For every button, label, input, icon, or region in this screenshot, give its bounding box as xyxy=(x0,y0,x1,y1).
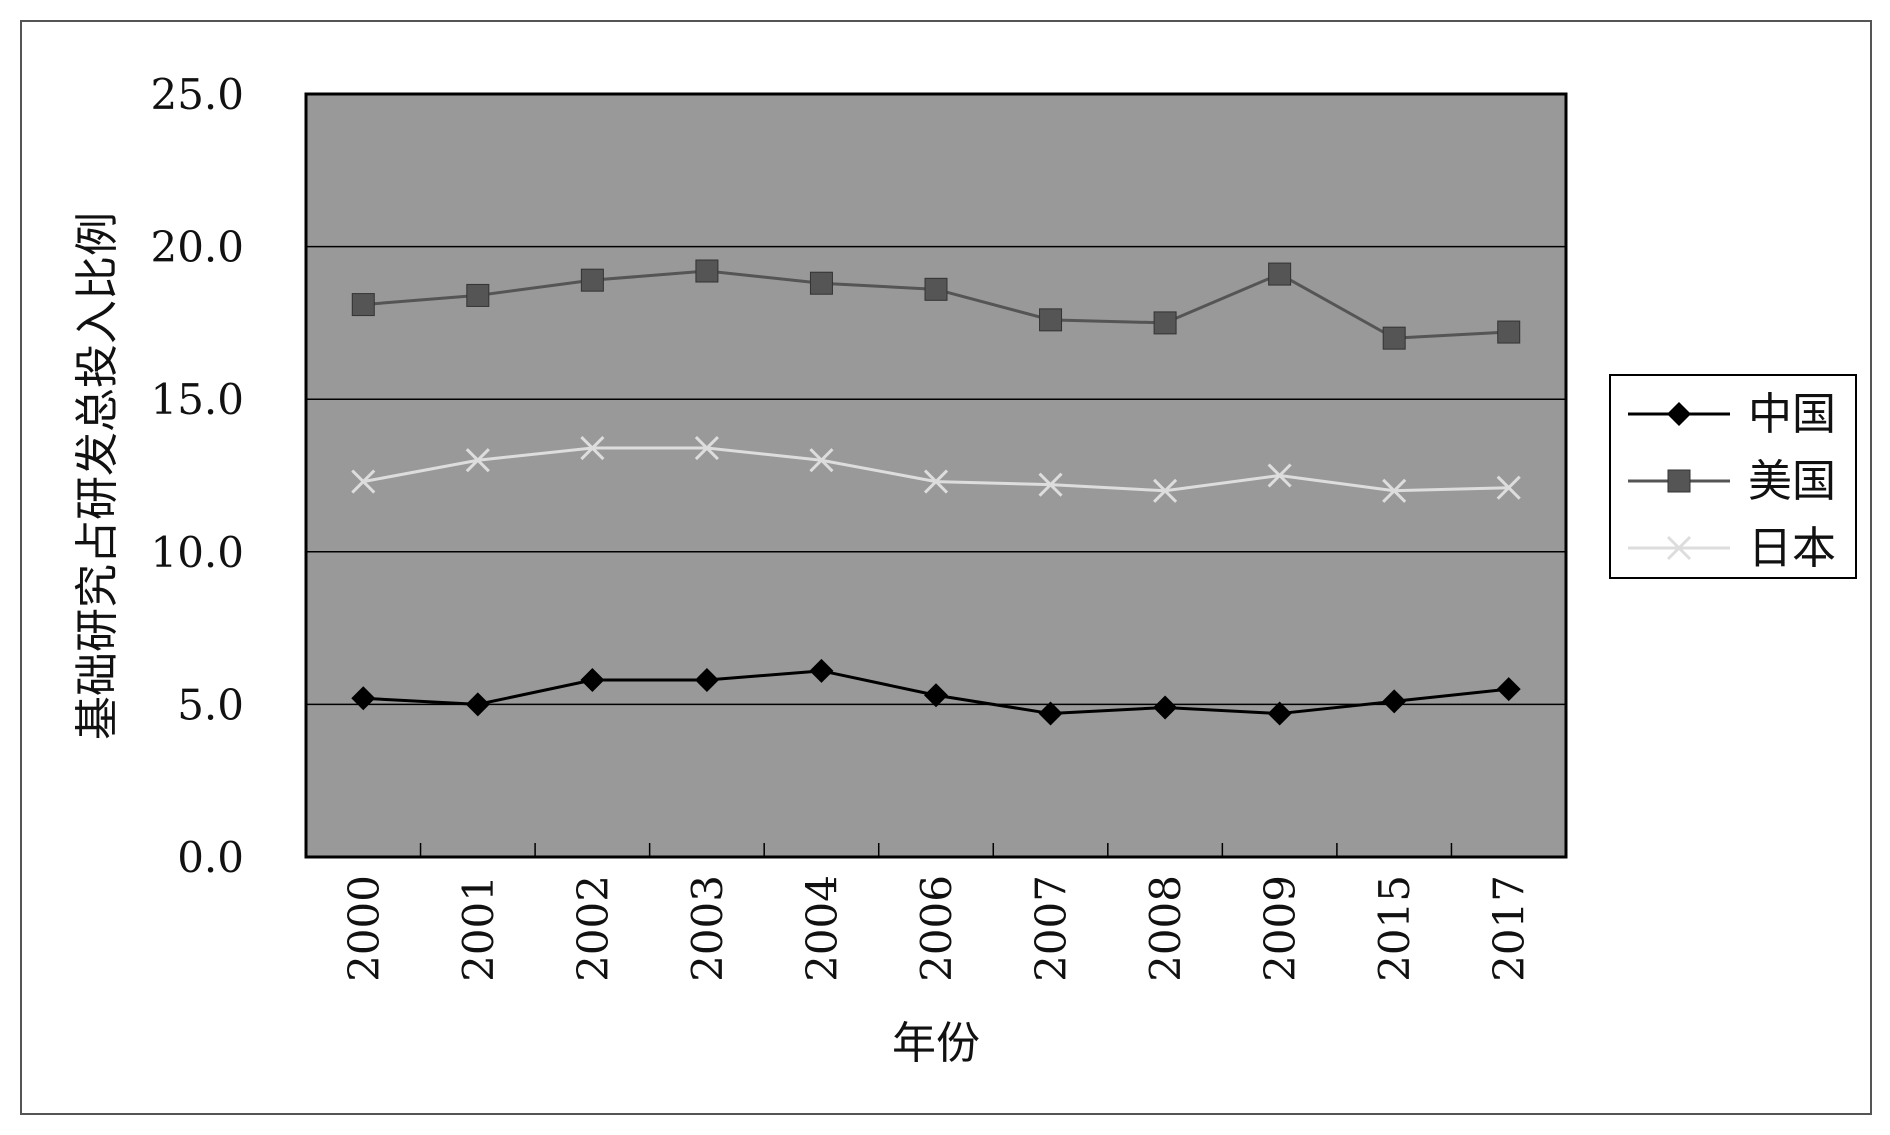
data-point xyxy=(695,259,719,283)
series-1 xyxy=(351,259,1521,350)
legend-box xyxy=(1609,374,1857,579)
legend-item: 日本 xyxy=(1628,523,1836,574)
data-point xyxy=(1267,701,1292,726)
y-tick-label: 0.0 xyxy=(177,833,244,882)
legend-label: 美国 xyxy=(1748,456,1836,507)
data-point xyxy=(694,667,719,692)
y-tick-label: 20.0 xyxy=(150,223,244,272)
data-point xyxy=(1382,478,1407,503)
series-0 xyxy=(351,658,1521,726)
data-point xyxy=(924,277,948,301)
y-tick-label: 15.0 xyxy=(150,375,244,424)
data-point xyxy=(351,686,376,711)
x-tick-label: 2002 xyxy=(568,875,617,982)
data-point xyxy=(466,283,490,307)
legend-marker xyxy=(1666,535,1692,561)
data-point xyxy=(580,435,605,461)
x-tick-label: 2006 xyxy=(912,875,961,982)
legend-marker xyxy=(1667,402,1691,426)
y-tick-label: 5.0 xyxy=(177,680,244,729)
data-point xyxy=(1153,311,1177,335)
x-tick-label: 2017 xyxy=(1485,875,1534,982)
data-point xyxy=(923,469,949,494)
data-point xyxy=(351,293,375,317)
x-tick-label: 2003 xyxy=(683,875,732,982)
x-tick-label: 2009 xyxy=(1256,875,1305,982)
series-2 xyxy=(351,435,1521,503)
x-axis-title: 年份 xyxy=(892,1018,980,1069)
legend-label: 中国 xyxy=(1748,389,1836,440)
data-point xyxy=(694,435,719,461)
data-point xyxy=(1496,677,1521,702)
data-point xyxy=(351,469,376,494)
x-tick-label: 2007 xyxy=(1027,875,1076,982)
data-point xyxy=(809,658,834,683)
data-point xyxy=(1268,262,1292,286)
data-point xyxy=(465,448,490,473)
data-point xyxy=(809,271,833,295)
x-tick-label: 2000 xyxy=(339,875,388,982)
data-point xyxy=(1038,701,1063,726)
y-tick-label: 25.0 xyxy=(150,70,244,119)
x-tick-label: 2001 xyxy=(454,875,503,982)
data-point xyxy=(1038,472,1063,497)
y-tick-label: 10.0 xyxy=(150,528,244,577)
data-point xyxy=(580,268,604,292)
data-point xyxy=(1267,463,1292,488)
data-point xyxy=(809,448,834,473)
data-point xyxy=(1382,689,1407,714)
legend-item: 美国 xyxy=(1628,456,1836,507)
data-point xyxy=(1496,475,1521,500)
x-tick-label: 2008 xyxy=(1141,875,1190,982)
data-point xyxy=(1497,320,1521,344)
data-point xyxy=(1153,478,1178,503)
axes xyxy=(304,94,1567,859)
data-point xyxy=(1039,308,1063,332)
legend-label: 日本 xyxy=(1748,523,1836,574)
series-layer xyxy=(351,259,1521,726)
legend-item: 中国 xyxy=(1628,389,1836,440)
tick-labels: 0.0 5.0 10.0 15.0 20.0 25.0 2000 2001 2002 2003 20… xyxy=(150,70,1533,982)
data-point xyxy=(465,692,490,717)
plot-area xyxy=(304,92,1568,859)
data-point xyxy=(580,667,605,692)
data-point xyxy=(1382,326,1406,350)
legend-marker xyxy=(1667,469,1691,493)
x-tick-label: 2004 xyxy=(797,875,846,982)
data-point xyxy=(1153,695,1178,720)
y-axis-title: 基础研究占研发总投入比例 xyxy=(72,212,123,740)
data-point xyxy=(924,683,948,708)
x-tick-label: 2015 xyxy=(1370,875,1419,982)
chart-frame xyxy=(20,20,1872,1115)
